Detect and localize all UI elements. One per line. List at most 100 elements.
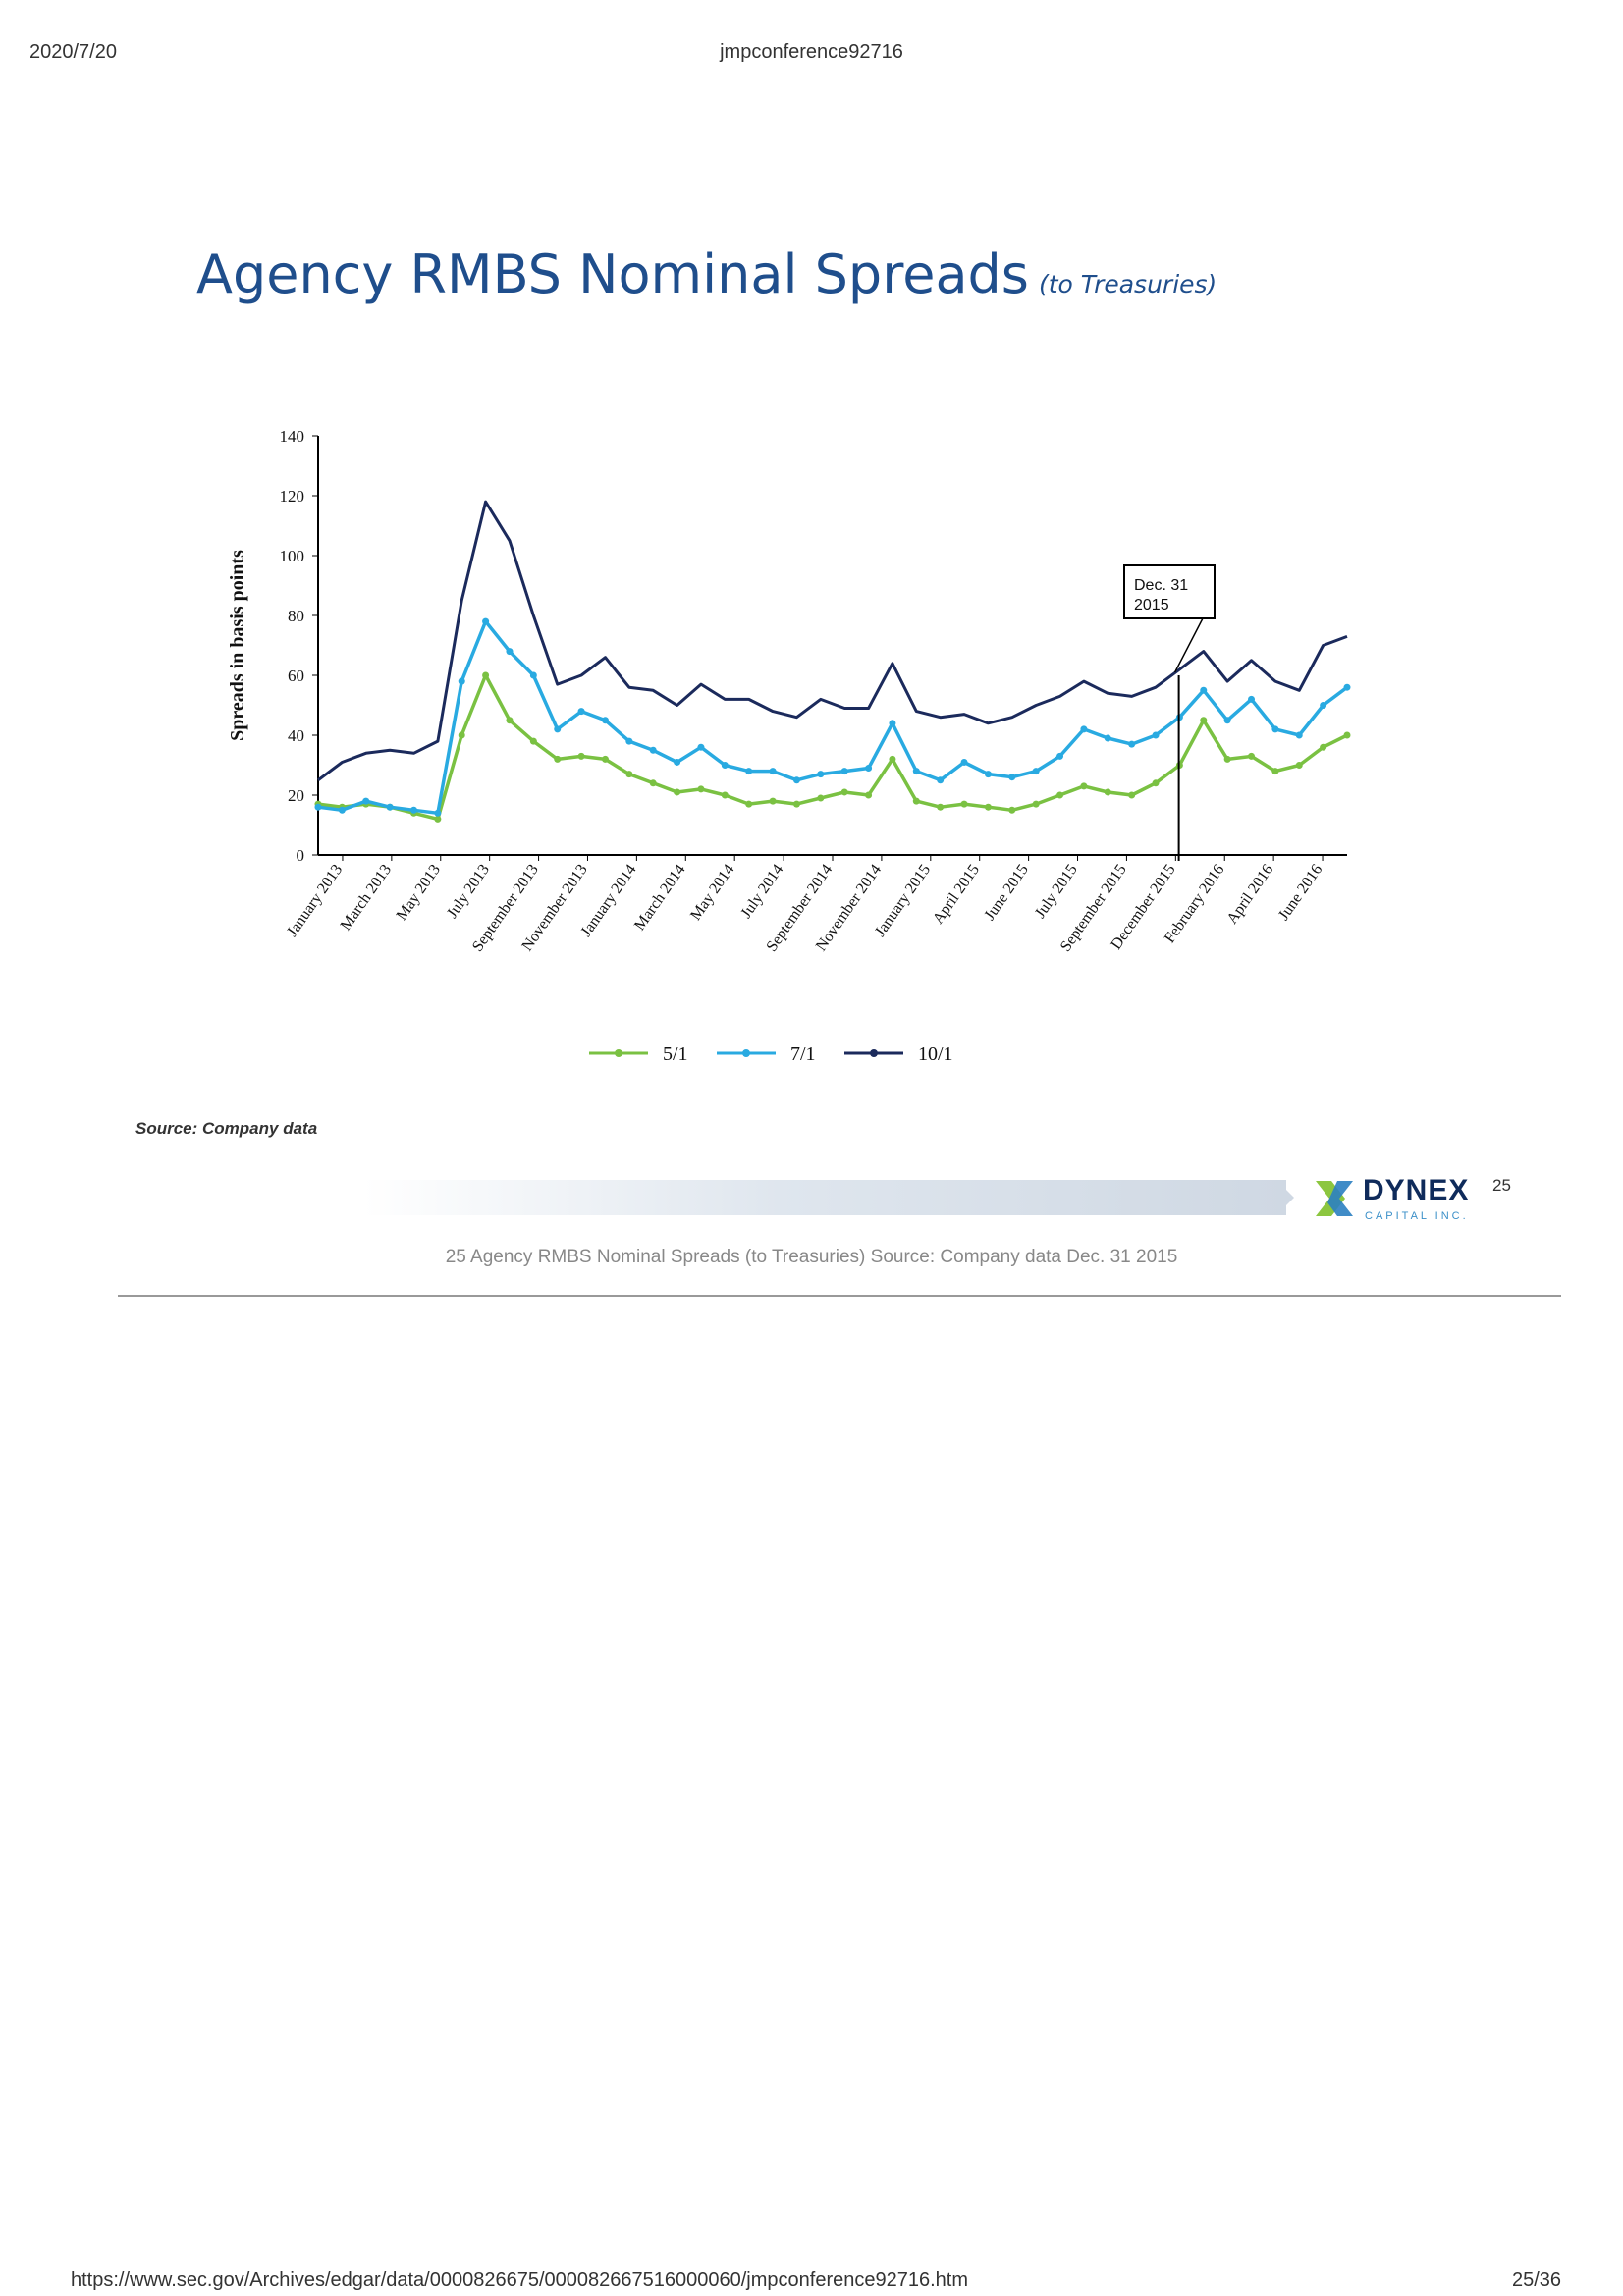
series-point-1 <box>1008 774 1016 781</box>
series-point-1 <box>649 746 657 754</box>
slide-title-main: Agency RMBS Nominal Spreads <box>196 243 1029 305</box>
series-point-0 <box>721 791 729 799</box>
series-point-1 <box>1152 731 1160 739</box>
series-point-1 <box>745 768 753 775</box>
series-point-1 <box>625 737 633 745</box>
y-tick-label: 120 <box>280 487 305 506</box>
series-point-1 <box>1032 768 1040 775</box>
series-point-0 <box>506 717 514 724</box>
x-tick-label: May 2014 <box>687 862 737 924</box>
series-point-0 <box>1343 731 1351 739</box>
series-point-0 <box>1128 791 1136 799</box>
y-tick-label: 100 <box>280 547 305 565</box>
series-point-1 <box>792 776 800 784</box>
spreads-line-chart: 0 20 40 60 80 100 120 140 Spreads in basis point… <box>227 427 1351 1065</box>
series-point-1 <box>1056 752 1064 760</box>
series-point-0 <box>674 788 681 796</box>
series-point-1 <box>960 758 968 766</box>
series-point-1 <box>840 768 848 775</box>
series-point-0 <box>817 794 825 802</box>
series-point-1 <box>769 768 777 775</box>
browser-doc-title: jmpconference92716 <box>720 41 903 63</box>
annotation-text: Dec. 31 <box>1134 577 1188 594</box>
y-tick-label: 60 <box>288 667 304 685</box>
x-tick-label: March 2014 <box>631 862 689 934</box>
annotation-text: 2015 <box>1134 597 1169 614</box>
series-point-1 <box>1271 725 1279 733</box>
series-point-1 <box>1295 731 1303 739</box>
series-point-1 <box>409 806 417 814</box>
annotation-box <box>1123 564 1216 619</box>
series-point-1 <box>482 617 490 625</box>
series-point-1 <box>362 797 370 805</box>
x-tick-label: March 2013 <box>338 862 396 934</box>
browser-url: https://www.sec.gov/Archives/edgar/data/… <box>71 2269 968 2291</box>
dynex-logo-icon <box>1316 1181 1353 1216</box>
series-point-0 <box>1152 779 1160 787</box>
footer-banner-tip <box>1276 1180 1294 1215</box>
series-point-0 <box>697 785 705 793</box>
series-point-0 <box>554 755 562 763</box>
series-point-0 <box>769 797 777 805</box>
browser-page-number: 25/36 <box>1512 2269 1562 2291</box>
series-point-0 <box>1223 755 1231 763</box>
series-point-0 <box>1104 788 1111 796</box>
series-point-1 <box>1248 695 1256 703</box>
series-point-1 <box>434 809 442 817</box>
series-point-1 <box>1223 717 1231 724</box>
series-point-0 <box>577 752 585 760</box>
y-tick-label: 20 <box>288 786 304 805</box>
series-point-0 <box>889 755 896 763</box>
series-point-0 <box>1032 800 1040 808</box>
series-point-1 <box>721 762 729 769</box>
footer-banner <box>363 1180 1286 1215</box>
page-divider <box>118 1295 1561 1297</box>
legend-label: 5/1 <box>663 1043 688 1065</box>
series-point-1 <box>506 648 514 656</box>
series-point-1 <box>937 776 945 784</box>
series-point-1 <box>889 720 896 727</box>
series-point-1 <box>674 758 681 766</box>
series-point-1 <box>1200 686 1208 694</box>
legend-marker <box>870 1049 878 1057</box>
slide-alt-text: 25 Agency RMBS Nominal Spreads (to Treas… <box>445 1247 1178 1267</box>
series-point-1 <box>1320 702 1327 709</box>
series-point-1 <box>1343 683 1351 691</box>
logo-subtitle: CAPITAL INC. <box>1365 1210 1469 1222</box>
series-line-1 <box>317 619 1349 816</box>
series-point-0 <box>912 797 920 805</box>
series-point-1 <box>458 677 465 685</box>
series-point-1 <box>601 717 609 724</box>
slide-number: 25 <box>1492 1176 1511 1195</box>
series-point-0 <box>960 800 968 808</box>
series-point-1 <box>577 708 585 716</box>
series-point-0 <box>482 671 490 679</box>
series-point-0 <box>792 800 800 808</box>
series-point-1 <box>529 671 537 679</box>
series-point-0 <box>625 771 633 778</box>
x-tick-label: May 2013 <box>394 862 444 924</box>
x-tick-label: January 2013 <box>284 862 346 940</box>
x-tick-label: June 2015 <box>981 862 1031 924</box>
y-tick-label: 80 <box>288 607 304 625</box>
series-point-0 <box>1056 791 1064 799</box>
series-point-0 <box>984 803 992 811</box>
series-point-1 <box>984 771 992 778</box>
slide-title-subtitle: (to Treasuries) <box>1038 270 1217 298</box>
series-line-0 <box>317 673 1348 822</box>
y-axis-label: Spreads in basis points <box>227 550 248 741</box>
legend-marker <box>615 1049 622 1057</box>
x-tick-label: July 2015 <box>1032 862 1081 922</box>
legend-label: 7/1 <box>790 1043 816 1065</box>
series-point-1 <box>912 768 920 775</box>
series-point-0 <box>1080 782 1088 790</box>
series-point-1 <box>554 725 562 733</box>
series-point-1 <box>1080 725 1088 733</box>
series-point-0 <box>1008 806 1016 814</box>
series-point-1 <box>314 803 322 811</box>
legend-label: 10/1 <box>918 1043 953 1065</box>
series-point-0 <box>601 755 609 763</box>
series-point-0 <box>1320 743 1327 751</box>
series-point-1 <box>697 743 705 751</box>
annotation-leader <box>1173 617 1204 673</box>
